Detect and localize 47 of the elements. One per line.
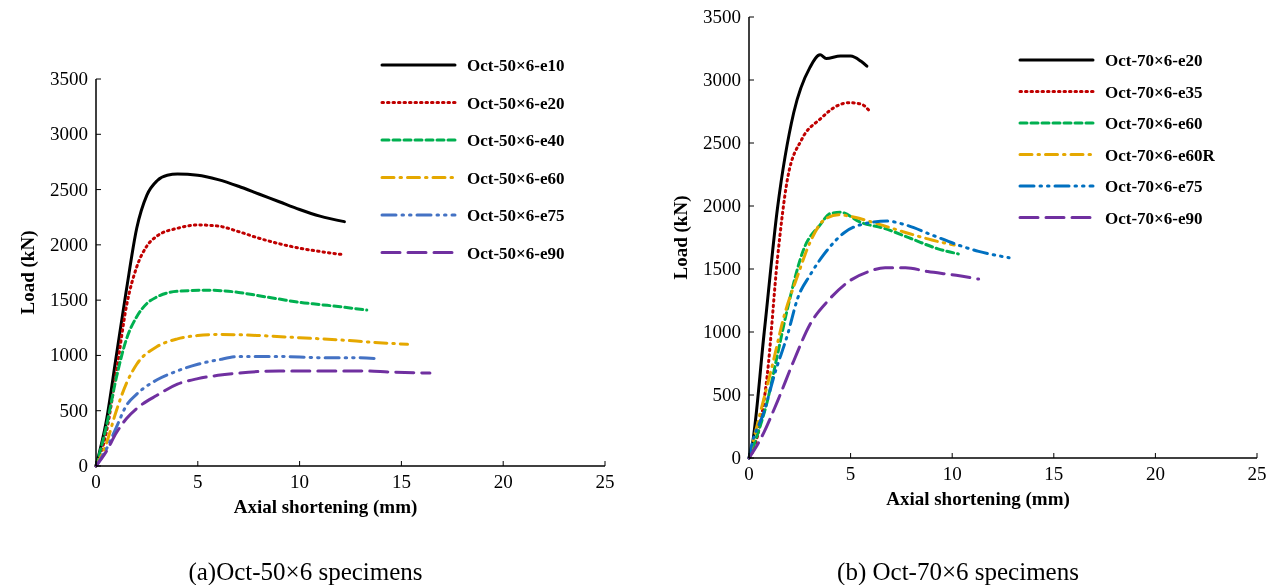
y-tick-label: 1000 [50, 344, 88, 366]
x-tick-label: 15 [391, 471, 411, 492]
x-axis-title: Axial shortening (mm) [886, 488, 1070, 510]
y-axis-title: Load (kN) [670, 195, 692, 280]
x-tick-label: 25 [1247, 463, 1267, 484]
y-tick-label: 1000 [703, 321, 741, 342]
legend-label: Oct-70×6-e90 [1105, 208, 1203, 228]
text: (a)Oct-50×6 specimens [188, 558, 423, 585]
x-tick-label: 5 [193, 471, 203, 492]
y-tick-label: 3000 [50, 123, 88, 145]
line-series [747, 266, 981, 460]
x-tick-label: 15 [1044, 463, 1064, 484]
y-tick-label: 2500 [703, 132, 741, 153]
y-tick-label: 2000 [50, 233, 88, 255]
legend-label: Oct-50×6-e75 [467, 206, 565, 225]
y-tick-label: 3500 [703, 6, 741, 27]
x-tick-label: 10 [290, 471, 310, 492]
y-tick-label: 1500 [50, 289, 88, 311]
legend-label: Oct-70×6-e75 [1105, 177, 1203, 196]
y-tick-label: 500 [59, 399, 88, 421]
legend-label: Oct-70×6-e60 [1105, 114, 1203, 133]
legend-label: Oct-70×6-e35 [1105, 82, 1203, 102]
text: (b) Oct-70×6 specimens [837, 558, 1079, 585]
y-tick-label: 2500 [50, 178, 88, 200]
legend-label: Oct-50×6-e90 [467, 243, 565, 263]
y-tick-label: 2000 [703, 195, 741, 216]
y-tick-label: 3000 [703, 69, 741, 90]
line-series [94, 369, 432, 468]
x-tick-label: 20 [1145, 463, 1165, 484]
x-tick-label: 0 [744, 463, 754, 484]
x-axis-title: Axial shortening (mm) [233, 496, 418, 518]
y-axis-title: Load (kN) [17, 230, 39, 315]
legend-label: Oct-50×6-e60 [467, 168, 565, 188]
x-tick-label: 20 [493, 471, 513, 492]
y-tick-label: 500 [712, 384, 741, 405]
legend-label: Oct-50×6-e20 [467, 93, 565, 113]
x-tick-label: 5 [845, 463, 856, 484]
y-tick-label: 3500 [50, 68, 88, 89]
legend-label: Oct-70×6-e20 [1105, 51, 1203, 70]
x-tick-label: 25 [595, 471, 615, 492]
legend-label: Oct-70×6-e60R [1105, 145, 1216, 165]
legend-label: Oct-50×6-e40 [467, 131, 565, 150]
legend-label: Oct-50×6-e10 [467, 56, 565, 75]
x-tick-label: 10 [942, 463, 962, 484]
x-tick-label: 0 [91, 471, 101, 492]
y-tick-label: 1500 [703, 258, 741, 279]
y-tick-label: 0 [731, 447, 741, 468]
